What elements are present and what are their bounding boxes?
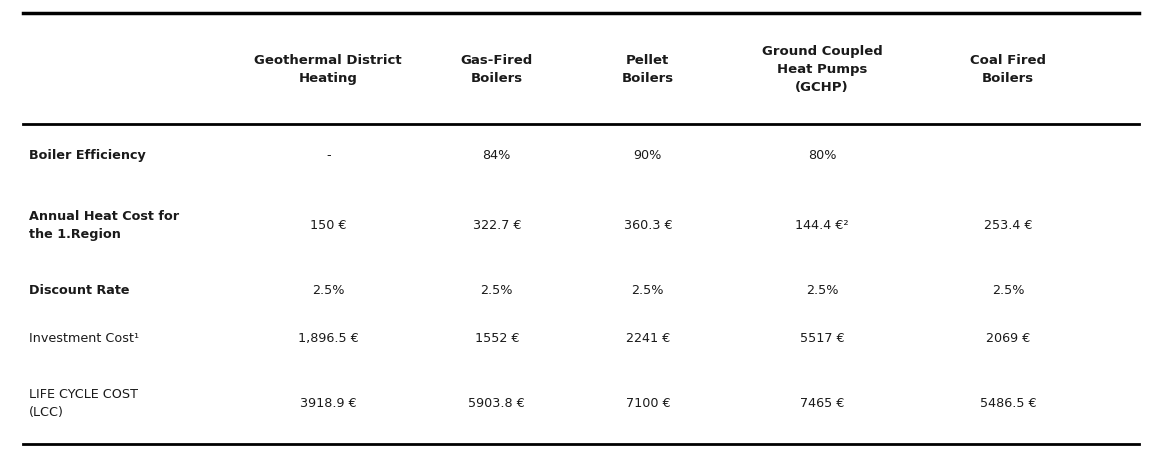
Text: Pellet
Boilers: Pellet Boilers (622, 54, 674, 85)
Text: 80%: 80% (808, 149, 837, 162)
Text: Annual Heat Cost for
the 1.Region: Annual Heat Cost for the 1.Region (29, 209, 179, 240)
Text: Investment Cost¹: Investment Cost¹ (29, 332, 139, 344)
Text: 2241 €: 2241 € (625, 332, 670, 344)
Text: 2.5%: 2.5% (481, 283, 512, 296)
Text: 144.4 €²: 144.4 €² (795, 218, 849, 231)
Text: 1,896.5 €: 1,896.5 € (297, 332, 359, 344)
Text: 7465 €: 7465 € (799, 396, 845, 409)
Text: Ground Coupled
Heat Pumps
(GCHP): Ground Coupled Heat Pumps (GCHP) (762, 45, 882, 94)
Text: 2.5%: 2.5% (313, 283, 344, 296)
Text: 5486.5 €: 5486.5 € (980, 396, 1037, 409)
Text: 5517 €: 5517 € (799, 332, 845, 344)
Text: 84%: 84% (482, 149, 511, 162)
Text: 360.3 €: 360.3 € (624, 218, 672, 231)
Text: 253.4 €: 253.4 € (984, 218, 1032, 231)
Text: Coal Fired
Boilers: Coal Fired Boilers (970, 54, 1046, 85)
Text: 2.5%: 2.5% (992, 283, 1024, 296)
Text: 1552 €: 1552 € (474, 332, 519, 344)
Text: Boiler Efficiency: Boiler Efficiency (29, 149, 145, 162)
Text: 2069 €: 2069 € (985, 332, 1031, 344)
Text: Geothermal District
Heating: Geothermal District Heating (254, 54, 402, 85)
Text: 2.5%: 2.5% (632, 283, 664, 296)
Text: Gas-Fired
Boilers: Gas-Fired Boilers (460, 54, 533, 85)
Text: 5903.8 €: 5903.8 € (468, 396, 525, 409)
Text: LIFE CYCLE COST
(LCC): LIFE CYCLE COST (LCC) (29, 388, 138, 418)
Text: 3918.9 €: 3918.9 € (300, 396, 357, 409)
Text: 7100 €: 7100 € (625, 396, 670, 409)
Text: 150 €: 150 € (310, 218, 346, 231)
Text: -: - (327, 149, 330, 162)
Text: 2.5%: 2.5% (806, 283, 838, 296)
Text: 90%: 90% (633, 149, 662, 162)
Text: Discount Rate: Discount Rate (29, 283, 129, 296)
Text: 322.7 €: 322.7 € (473, 218, 521, 231)
